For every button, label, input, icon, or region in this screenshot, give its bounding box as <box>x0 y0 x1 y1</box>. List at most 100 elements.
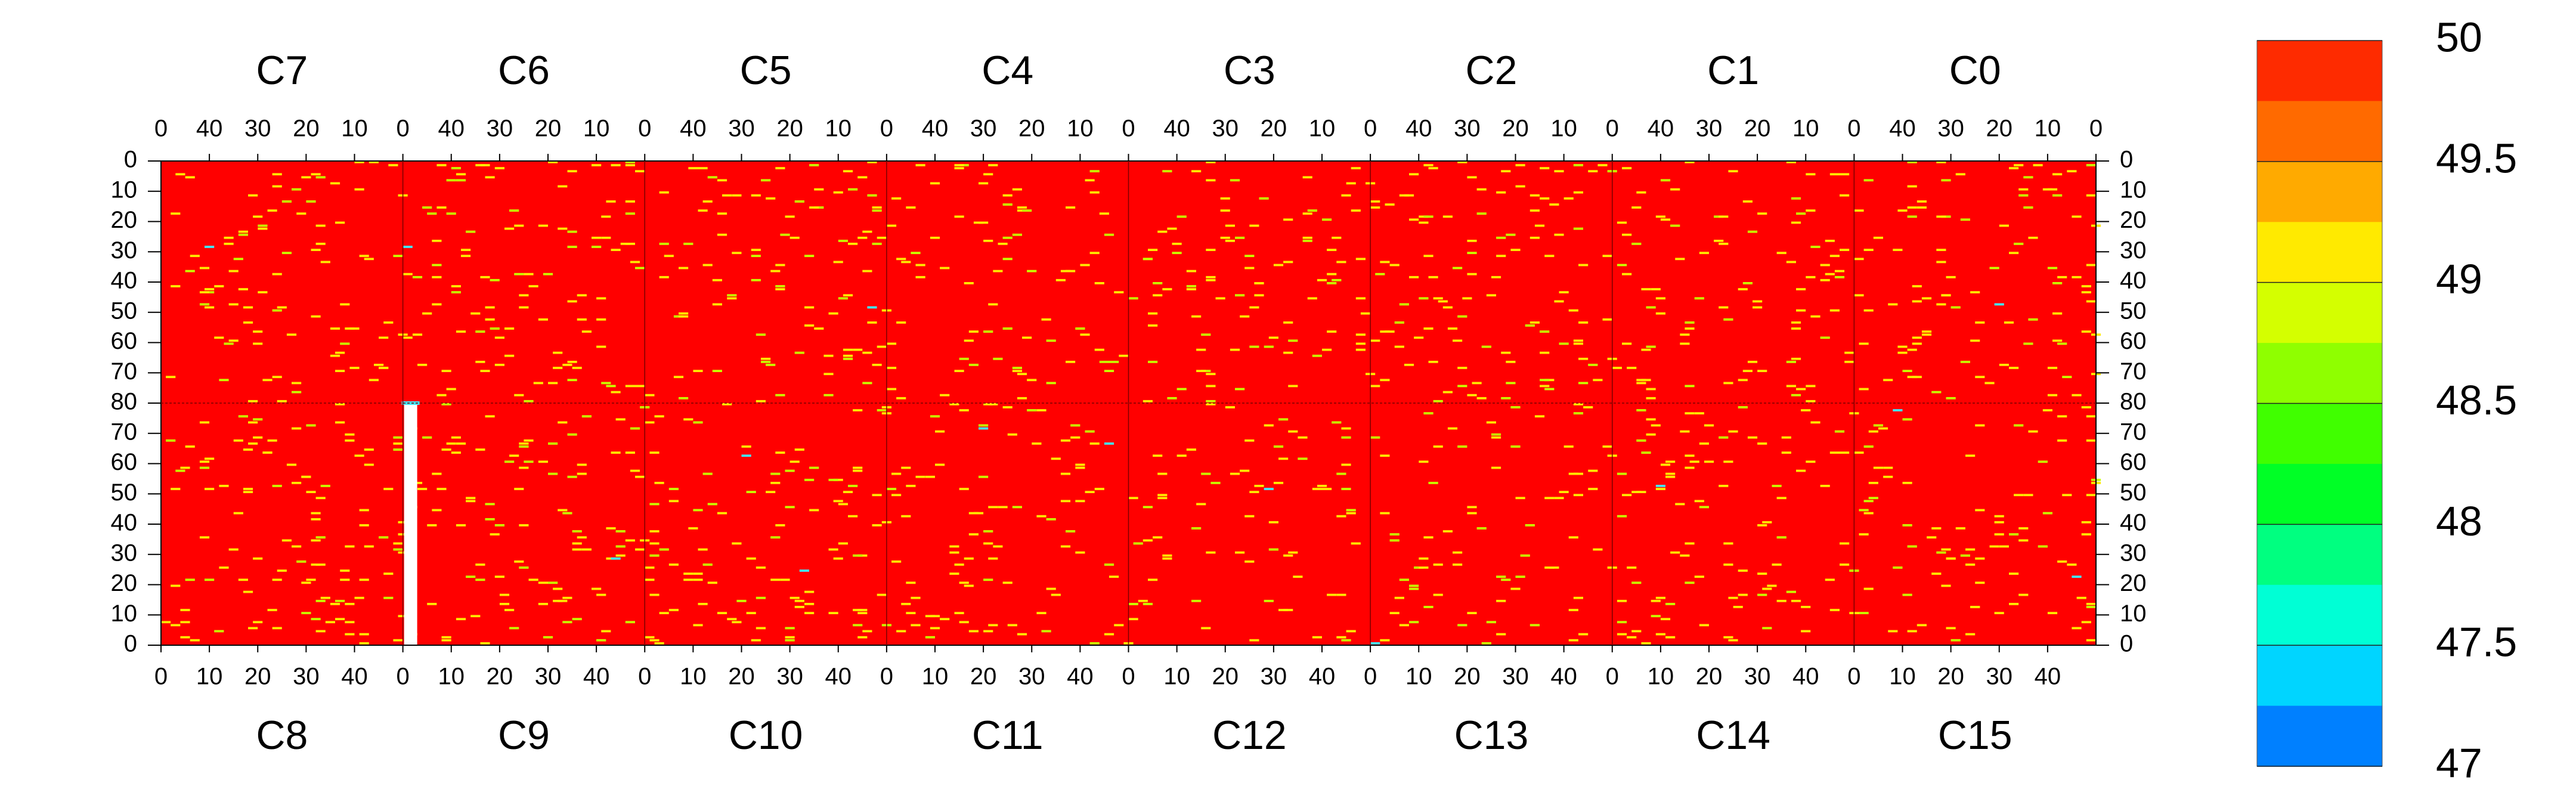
bottom-x-tick-label: 0 <box>638 664 651 690</box>
outlier-cell <box>2004 321 2014 324</box>
outlier-cell <box>1317 485 1327 487</box>
outlier-cell <box>519 306 529 309</box>
outlier-cell <box>1970 606 1980 608</box>
outlier-cell <box>1249 491 1259 493</box>
outlier-cell <box>248 442 258 445</box>
bottom-x-tick-label: 0 <box>397 664 410 690</box>
outlier-cell <box>891 197 902 200</box>
outlier-cell <box>954 370 964 372</box>
outlier-cell <box>499 603 510 605</box>
outlier-cell <box>379 536 389 539</box>
outlier-cell <box>1907 206 1917 209</box>
outlier-cell <box>1186 270 1196 273</box>
outlier-cell <box>1201 333 1211 336</box>
outlier-cell <box>973 221 984 224</box>
outlier-cell <box>345 433 355 436</box>
outlier-cell <box>1699 506 1709 509</box>
outlier-cell <box>253 557 263 560</box>
outlier-cell <box>2009 252 2019 255</box>
outlier-cell <box>432 264 442 267</box>
outlier-cell <box>1206 551 1216 554</box>
bottom-x-tick-label: 20 <box>1454 664 1481 690</box>
outlier-cell <box>1060 439 1071 442</box>
outlier-cell <box>707 581 717 584</box>
outlier-cell <box>1747 361 1758 363</box>
outlier-cell <box>456 173 466 176</box>
outlier-cell <box>766 364 776 366</box>
outlier-cell <box>1002 581 1013 584</box>
outlier-cell <box>1283 351 1293 354</box>
outlier-cell <box>983 173 993 176</box>
outlier-cell <box>567 170 577 172</box>
outlier-cell <box>1476 212 1487 215</box>
outlier-cell <box>2014 164 2024 166</box>
outlier-cell <box>911 624 921 627</box>
outlier-cell <box>770 472 781 475</box>
outlier-cell <box>393 639 403 642</box>
outlier-cell <box>1588 170 1598 172</box>
outlier-cell <box>1341 463 1351 466</box>
outlier-cell <box>1433 445 1443 448</box>
outlier-cell <box>707 503 717 506</box>
outlier-cell <box>645 394 655 397</box>
outlier-cell <box>673 376 684 379</box>
outlier-cell <box>470 615 481 618</box>
outlier-cell <box>185 270 195 273</box>
top-x-tick-label: 40 <box>1889 116 1916 142</box>
outlier-cell <box>848 485 858 487</box>
outlier-cell <box>1467 176 1477 179</box>
outlier-cell <box>253 418 263 421</box>
right-y-tick-label: 70 <box>2120 419 2147 445</box>
outlier-cell <box>1206 275 1216 278</box>
outlier-cell <box>872 209 882 212</box>
outlier-cell <box>761 361 771 363</box>
outlier-cell <box>451 451 461 454</box>
outlier-cell <box>1897 351 1908 354</box>
outlier-cell <box>1273 264 1284 267</box>
outlier-cell <box>601 215 611 218</box>
outlier-cell <box>1883 466 1893 469</box>
outlier-cell <box>548 382 558 385</box>
outlier-cell <box>1515 185 1525 188</box>
left-y-tick-label: 0 <box>124 147 137 173</box>
outlier-cell <box>1999 224 2009 227</box>
outlier-cell <box>1840 564 1850 566</box>
outlier-cell <box>1206 278 1216 281</box>
outlier-cell <box>548 472 558 475</box>
outlier-cell <box>2081 521 2091 524</box>
outlier-cell <box>1921 333 1932 336</box>
outlier-cell <box>756 566 766 569</box>
outlier-cell <box>1283 218 1293 221</box>
outlier-cell <box>393 442 403 445</box>
outlier-cell <box>2086 606 2096 608</box>
outlier-cell <box>1859 342 1869 345</box>
outlier-cell <box>315 497 326 500</box>
outlier-cell <box>809 164 819 166</box>
outlier-cell <box>528 285 538 287</box>
outlier-cell <box>383 488 394 490</box>
outlier-cell <box>436 164 447 166</box>
outlier-cell <box>175 173 185 176</box>
outlier-cell <box>853 409 863 411</box>
outlier-cell <box>1757 593 1767 596</box>
outlier-cell <box>1859 388 1869 391</box>
outlier-cell <box>383 572 394 575</box>
outlier-cell <box>872 524 882 527</box>
outlier-cell <box>1501 170 1511 172</box>
outlier-cell <box>1651 599 1661 602</box>
outlier-cell <box>538 224 548 227</box>
outlier-cell <box>1738 569 1748 572</box>
right-y-tick-label: 10 <box>2120 600 2147 627</box>
outlier-cell <box>645 636 655 639</box>
outlier-cell <box>1273 482 1284 484</box>
top-x-tick-label: 0 <box>397 116 410 142</box>
outlier-cell <box>1012 370 1022 372</box>
outlier-cell <box>2052 339 2063 342</box>
outlier-cell <box>1235 294 1245 297</box>
outlier-cell <box>1486 294 1496 297</box>
outlier-cell <box>1994 521 2004 524</box>
outlier-cell <box>441 639 451 642</box>
outlier-cell <box>1186 288 1196 290</box>
outlier-cell <box>1641 379 1651 382</box>
outlier-cell <box>1753 300 1763 303</box>
